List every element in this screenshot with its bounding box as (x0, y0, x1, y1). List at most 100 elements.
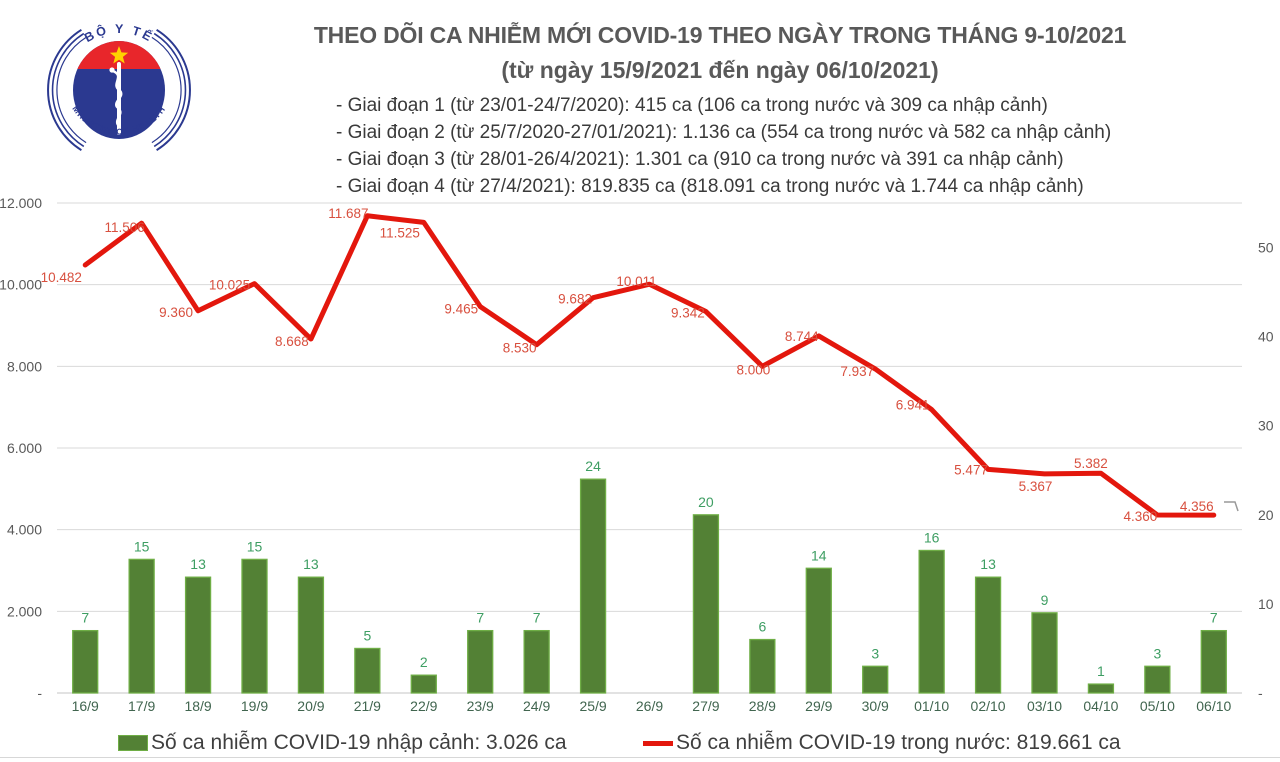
line-legend-label: Số ca nhiễm COVID-19 trong nước: 819.661… (676, 731, 1121, 754)
x-axis-label: 19/9 (241, 698, 268, 714)
bar (128, 558, 155, 694)
x-axis-label: 03/10 (1027, 698, 1062, 714)
line-series (82, 213, 1217, 518)
line-label: 11.525 (380, 225, 420, 240)
right-axis-tick: 50 (1258, 240, 1274, 256)
bar-label: 1 (1097, 663, 1105, 679)
logo-side-arcs (47, 28, 191, 152)
bar-label: 7 (476, 610, 484, 626)
x-axis-label: 01/10 (914, 698, 949, 714)
line-label: 10.482 (41, 270, 82, 285)
phase-note-3: - Giai đoạn 3 (từ 28/01-26/4/2021): 1.30… (336, 149, 1064, 170)
x-axis-label: 24/9 (523, 698, 550, 714)
bar (354, 647, 381, 694)
bar-label: 13 (303, 556, 319, 572)
phase-note-1: - Giai đoạn 1 (từ 23/01-24/7/2020): 415 … (336, 95, 1048, 116)
x-axis-label: 28/9 (749, 698, 776, 714)
x-axis-label: 29/9 (805, 698, 832, 714)
x-axis-label: 16/9 (72, 698, 99, 714)
bar (1144, 665, 1171, 694)
bar (297, 576, 325, 694)
x-axis-label: 22/9 (410, 698, 437, 714)
bar (1087, 683, 1115, 694)
chart-title: THEO DÕI CA NHIỄM MỚI COVID-19 THEO NGÀY… (313, 22, 1127, 48)
left-axis-tick: 10.000 (0, 277, 42, 293)
line-label: 9.465 (444, 302, 478, 317)
x-axis-label: 25/9 (579, 698, 606, 714)
line-label: 8.000 (736, 362, 770, 377)
left-axis-tick: 12.000 (0, 195, 42, 211)
line-label: 11.687 (328, 206, 368, 221)
bar (692, 514, 720, 694)
bar-label: 16 (924, 529, 940, 545)
chart-subtitle: (từ ngày 15/9/2021 đến ngày 06/10/2021) (501, 57, 939, 83)
line-label: 9.342 (671, 306, 705, 321)
bar (805, 567, 832, 694)
bar-label: 3 (871, 645, 879, 661)
x-axis-label: 20/9 (297, 698, 324, 714)
line-label: 10.011 (616, 274, 656, 289)
x-axis-label: 05/10 (1140, 698, 1175, 714)
bar (579, 478, 607, 694)
bar-label: 5 (363, 627, 371, 643)
phase-note-2: - Giai đoạn 2 (từ 25/7/2020-27/01/2021):… (336, 122, 1112, 143)
line-label: 11.506 (104, 220, 144, 235)
left-axis-tick: 8.000 (7, 358, 42, 374)
bar-label: 13 (980, 556, 996, 572)
bar (749, 638, 776, 694)
line-label: 5.477 (954, 462, 988, 477)
x-axis-label: 18/9 (184, 698, 211, 714)
right-axis-tick: 20 (1258, 507, 1274, 523)
bar-label: 3 (1153, 645, 1161, 661)
bar (241, 558, 268, 694)
bottom-divider (0, 757, 1280, 758)
x-axis-label: 21/9 (354, 698, 381, 714)
line-label: 4.356 (1180, 499, 1214, 514)
bar-label: 15 (247, 538, 263, 554)
bar (918, 549, 945, 694)
x-axis-label: 06/10 (1196, 698, 1231, 714)
bar (523, 629, 550, 694)
x-axis-label: 02/10 (971, 698, 1006, 714)
bar (410, 674, 437, 694)
bar (1031, 612, 1058, 694)
line-label: 6.941 (896, 398, 930, 413)
line-legend-swatch (643, 740, 673, 746)
bar-label: 15 (134, 538, 150, 554)
bar-label: 14 (811, 547, 827, 563)
line-label: 9.682 (558, 292, 592, 307)
bar-label: 24 (585, 458, 601, 474)
left-axis-tick: 4.000 (7, 522, 42, 538)
line-label: 5.382 (1074, 456, 1108, 471)
bar (862, 665, 889, 694)
bar (1200, 629, 1227, 694)
bar-label: 20 (698, 494, 714, 510)
line-label: 9.360 (159, 305, 193, 320)
bar-label: 13 (190, 556, 206, 572)
legend-imported-cases: Số ca nhiễm COVID-19 nhập cảnh: 3.026 ca (118, 729, 567, 757)
bar (72, 629, 99, 694)
line-label: 8.668 (275, 334, 309, 349)
phase-notes: - Giai đoạn 1 (từ 23/01-24/7/2020): 415 … (336, 92, 1111, 200)
left-axis-tick: - (37, 685, 42, 701)
ministry-of-health-logo: BỘ Y TẾ MINISTRY OF HEALTH (47, 22, 191, 152)
bar-legend-label: Số ca nhiễm COVID-19 nhập cảnh: 3.026 ca (151, 731, 567, 754)
right-axis-tick: - (1258, 685, 1263, 701)
bar-label: 7 (533, 610, 541, 626)
x-axis-label: 23/9 (467, 698, 494, 714)
label-leader-line (1224, 501, 1239, 512)
left-axis-tick: 6.000 (7, 440, 42, 456)
legend-domestic-cases: Số ca nhiễm COVID-19 trong nước: 819.661… (643, 729, 1121, 757)
line-label: 10.025 (209, 278, 250, 293)
phase-note-4: - Giai đoạn 4 (từ 27/4/2021): 819.835 ca… (336, 176, 1084, 197)
x-axis-label: 27/9 (692, 698, 719, 714)
bar (467, 629, 494, 694)
x-axis-label: 30/9 (862, 698, 889, 714)
bar (974, 576, 1002, 694)
x-axis-label: 26/9 (636, 698, 663, 714)
x-axis-label: 17/9 (128, 698, 155, 714)
line-label: 4.360 (1123, 509, 1157, 524)
right-axis-tick: 40 (1258, 329, 1274, 345)
